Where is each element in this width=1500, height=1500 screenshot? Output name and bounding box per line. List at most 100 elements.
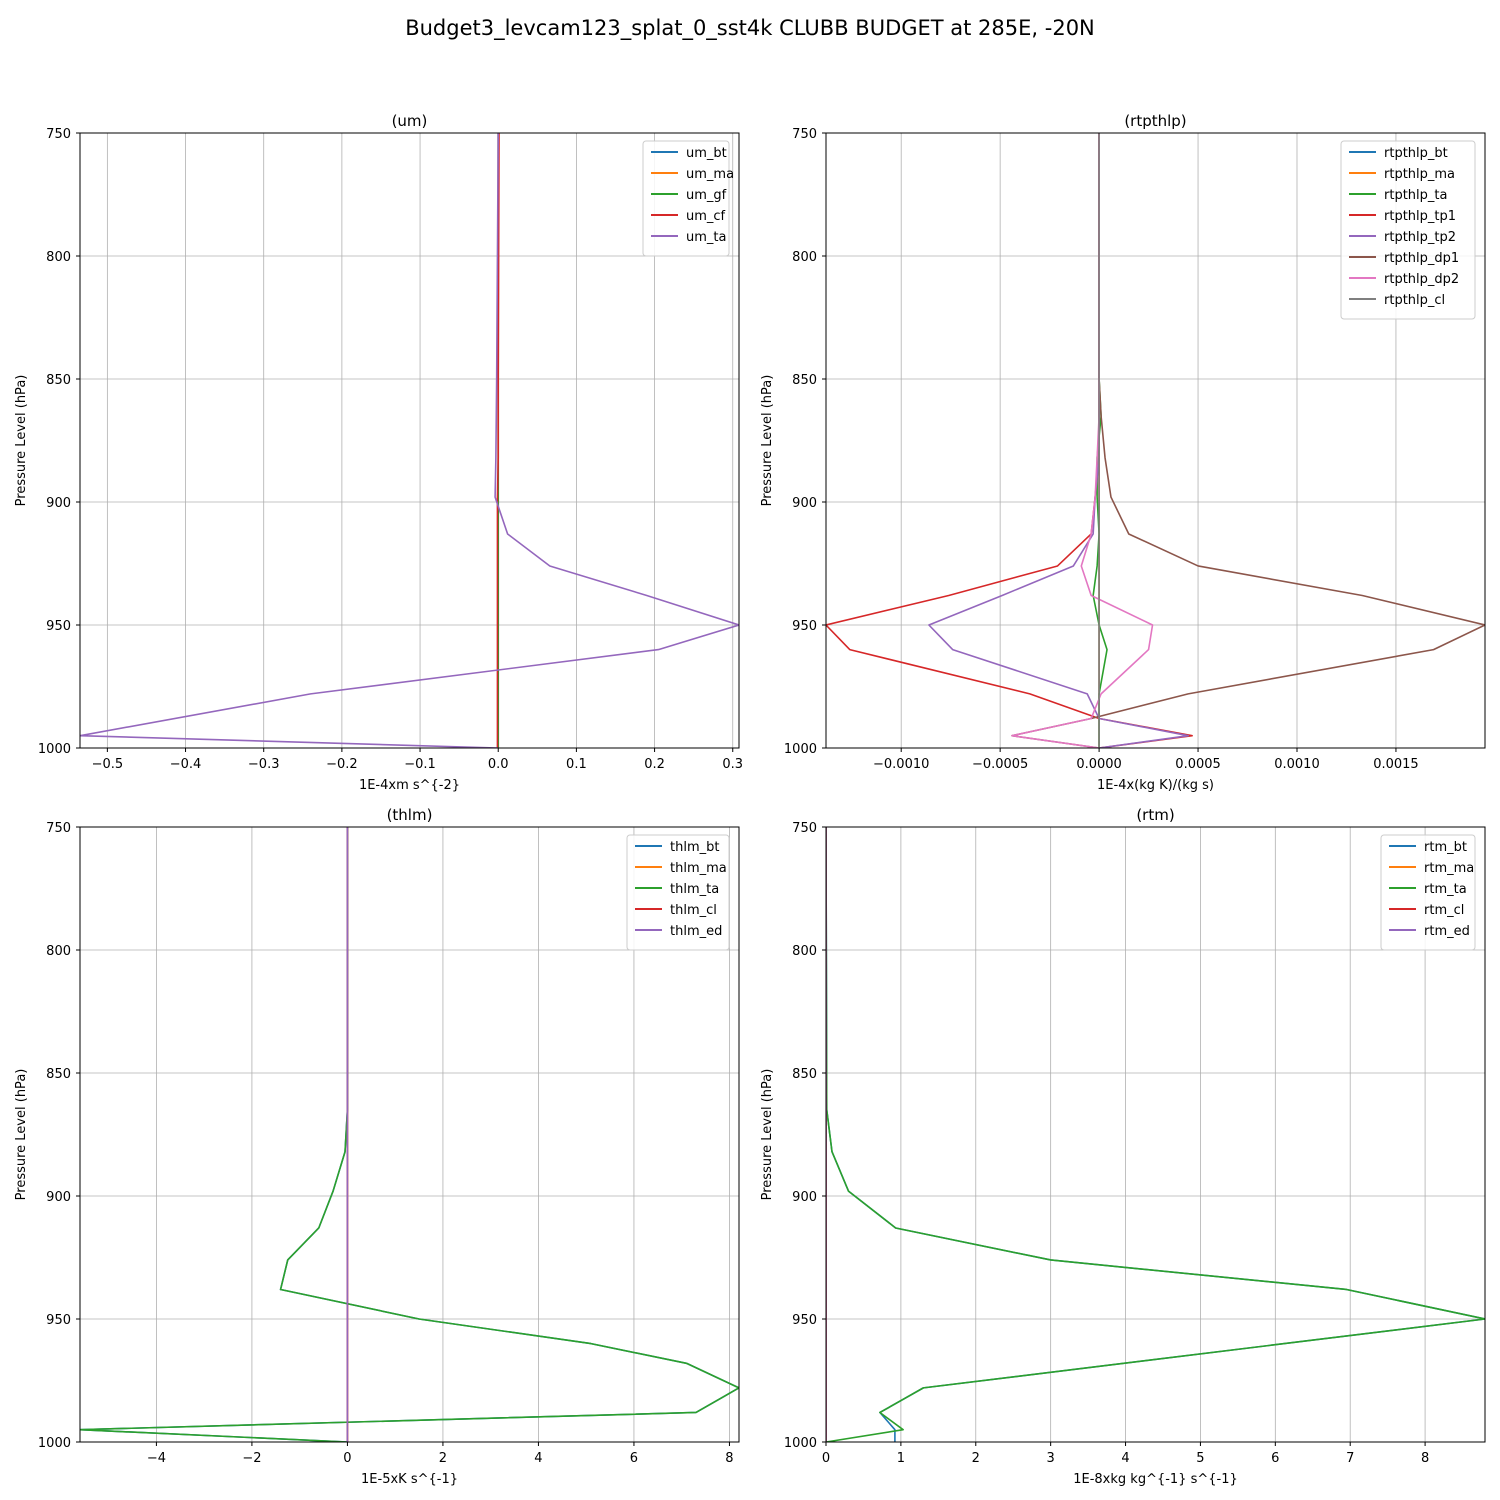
panel-title: (rtm) [1136,806,1174,824]
series-line-rtpthlp_dp2 [1011,133,1154,748]
x-tick-label: 1 [897,1451,905,1466]
y-axis-label: Pressure Level (hPa) [760,375,775,507]
y-tick-label: 950 [792,619,817,634]
legend-label-rtpthlp_ma: rtpthlp_ma [1384,167,1455,182]
x-tick-label: 0.2 [644,757,665,772]
x-tick-label: 7 [1346,1451,1354,1466]
y-tick-label: 950 [792,1313,817,1328]
figure-title: Budget3_levcam123_splat_0_sst4k CLUBB BU… [405,16,1095,40]
legend-label-rtpthlp_cl: rtpthlp_cl [1384,293,1445,308]
x-tick-label: 4 [534,1451,542,1466]
y-tick-label: 750 [792,821,817,836]
series-group [826,133,1485,748]
legend-box [1340,140,1476,320]
axes-frame [825,826,1486,1443]
y-tick-label: 1000 [38,742,71,757]
legend-box [1380,834,1476,951]
legend-box [626,834,730,951]
x-tick-label: 6 [630,1451,638,1466]
legend-label-um_cf: um_cf [686,209,726,224]
legend-label-um_ma: um_ma [686,167,734,182]
x-tick-label: 0.0005 [1175,757,1221,772]
series-line-um_ta [80,133,739,748]
chart-panel-4: 0 1 2 3 4 5 6 7 8 750 800 850 900 950 1000 (rtm) 1E-8xkg… [760,806,1486,1487]
legend-label-rtpthlp_dp2: rtpthlp_dp2 [1384,272,1459,287]
x-tick-label: 2 [439,1451,447,1466]
panel-title: (um) [392,112,428,130]
y-tick-label: 850 [792,373,817,388]
x-axis-label: 1E-4xm s^{-2} [359,778,460,793]
axes-frame [79,132,740,749]
y-tick-label: 950 [46,1313,71,1328]
legend-label-rtpthlp_bt: rtpthlp_bt [1384,146,1448,161]
y-tick-label: 900 [792,496,817,511]
legend-label-um_ta: um_ta [686,230,726,245]
y-tick-label: 1000 [784,1436,817,1451]
panel-title: (rtpthlp) [1124,112,1186,130]
y-tick-label: 900 [792,1190,817,1205]
panel-title: (thlm) [387,806,433,824]
legend-label-thlm_ta: thlm_ta [670,882,719,897]
x-tick-label: 0.0010 [1274,757,1320,772]
y-tick-label: 850 [46,373,71,388]
x-tick-label: 2 [972,1451,980,1466]
series-line-rtpthlp_ta [1092,133,1108,748]
y-tick-label: 900 [46,1190,71,1205]
x-tick-label: −0.0005 [972,757,1028,772]
legend-label-rtm_ta: rtm_ta [1424,882,1467,897]
x-tick-label: 0.0015 [1373,757,1419,772]
y-tick-label: 750 [46,821,71,836]
legend-box [642,140,730,257]
x-tick-label: 5 [1196,1451,1204,1466]
legend-label-rtm_cl: rtm_cl [1424,903,1464,918]
series-line-thlm_ta [80,827,739,1442]
y-tick-label: 800 [792,250,817,265]
x-axis-label: 1E-4x(kg K)/(kg s) [1097,778,1214,793]
x-tick-label: 0.0000 [1076,757,1122,772]
x-tick-label: 0.1 [566,757,587,772]
y-tick-label: 950 [46,619,71,634]
legend-label-thlm_cl: thlm_cl [670,903,717,918]
x-tick-label: −4 [147,1451,166,1466]
legend-label-thlm_ed: thlm_ed [670,924,722,939]
y-axis-label: Pressure Level (hPa) [760,1069,775,1201]
legend-label-um_gf: um_gf [686,188,727,203]
x-tick-label: 8 [725,1451,733,1466]
y-tick-label: 800 [46,944,71,959]
y-tick-label: 900 [46,496,71,511]
x-tick-label: −0.4 [170,757,202,772]
y-tick-label: 1000 [784,742,817,757]
legend-label-thlm_ma: thlm_ma [670,861,727,876]
y-tick-label: 850 [792,1067,817,1082]
x-tick-label: 0 [343,1451,351,1466]
x-tick-label: 0.3 [722,757,743,772]
axes-frame [825,132,1486,749]
legend-label-um_bt: um_bt [686,146,727,161]
legend: rtpthlp_bt rtpthlp_ma rtpthlp_ta rtpthlp_tp… [1340,140,1476,320]
legend-label-rtpthlp_tp2: rtpthlp_tp2 [1384,230,1456,245]
x-tick-label: −2 [242,1451,261,1466]
series-line-rtpthlp_tp1 [826,133,1193,748]
y-axis-label: Pressure Level (hPa) [14,1069,29,1201]
x-tick-label: 0 [822,1451,830,1466]
legend: thlm_bt thlm_ma thlm_ta thlm_cl thlm_ed [626,834,730,951]
series-line-rtpthlp_tp2 [928,133,1189,748]
x-tick-label: −0.5 [92,757,124,772]
x-tick-label: −0.0010 [873,757,929,772]
chart-panel-3: −4 −2 0 2 4 6 8 750 800 850 900 950 1000 (thlm) 1E-5xK… [14,806,740,1487]
y-tick-label: 800 [46,250,71,265]
series-line-rtpthlp_dp1 [1011,133,1485,748]
legend-label-rtm_ed: rtm_ed [1424,924,1470,939]
legend: um_bt um_ma um_gf um_cf um_ta [642,140,734,257]
chart-panel-1: −0.5 −0.4 −0.3 −0.2 −0.1 0.0 0.1 0.2 0.3 750 800 85… [14,112,743,793]
x-tick-label: 3 [1047,1451,1055,1466]
legend-label-rtpthlp_ta: rtpthlp_ta [1384,188,1447,203]
x-tick-label: 8 [1421,1451,1429,1466]
x-tick-label: −0.1 [404,757,436,772]
y-tick-label: 1000 [38,1436,71,1451]
x-tick-label: 6 [1271,1451,1279,1466]
x-tick-label: −0.3 [248,757,280,772]
chart-panel-2: −0.0010 −0.0005 0.0000 0.0005 0.0010 0.0015 75… [760,112,1486,793]
series-line-rtm_ta [826,827,1485,1442]
